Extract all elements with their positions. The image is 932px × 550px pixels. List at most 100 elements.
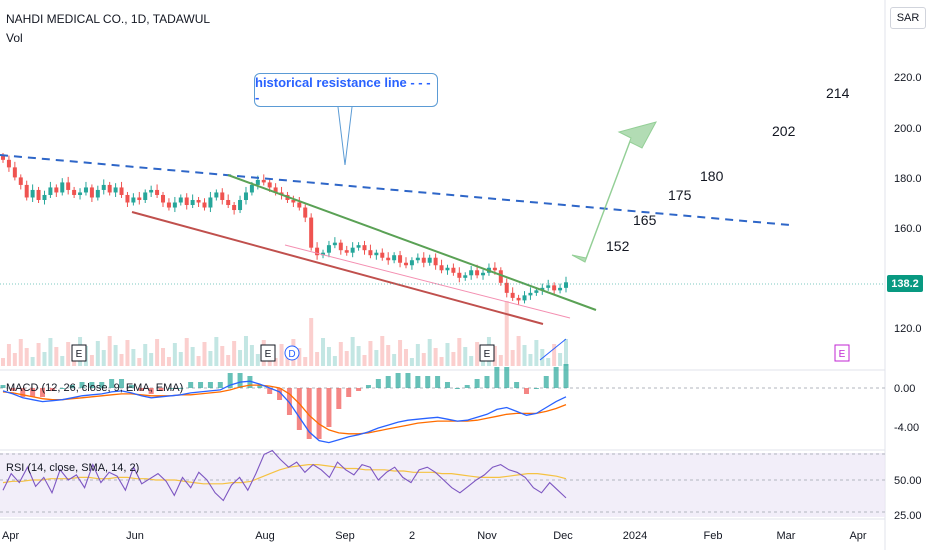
macd-histogram-bar [99,382,105,388]
candle-body [42,194,47,200]
macd-histogram-bar [405,373,411,388]
earnings-marker-letter: E [839,349,846,360]
volume-bar [184,338,189,366]
earnings-marker [479,344,495,362]
macd-histogram-bar [0,385,6,388]
volume-bar [534,340,539,366]
volume-bar [208,351,213,366]
volume-bar [125,340,130,366]
currency-button[interactable]: SAR [890,7,926,29]
candle-body [481,272,486,276]
volume-trend-line [539,338,567,361]
macd-histogram-bar [533,388,539,389]
volume-bar [433,348,438,366]
macd-histogram-bar [553,367,559,388]
volume-bar [469,356,474,366]
macd-line [2,380,567,444]
macd-histogram-bar [277,388,283,400]
macd-histogram-bar [346,388,352,397]
volume-bar [510,350,515,366]
candle-body [30,189,35,198]
volume-bar [374,350,379,366]
volume-bar [1,358,5,366]
candle-body [243,192,248,200]
candle-body [48,187,53,195]
candle-body [504,282,509,293]
candle-body [528,292,533,296]
volume-bar [232,341,237,366]
candle-body [522,295,527,301]
target-label: 180 [700,168,724,184]
volume-bar [137,358,142,366]
candle-body [54,187,59,193]
candle-body [172,202,177,208]
candle-body [469,270,474,276]
candle-body [362,245,367,251]
candle-body [475,270,480,276]
macd-histogram-bar [286,388,292,415]
candle-body [291,199,296,203]
candle-body [125,194,130,203]
volume-bar [113,345,118,366]
symbol-title: NAHDI MEDICAL CO., 1D, TADAWUL [6,12,211,26]
macd-histogram-bar [188,382,194,388]
candle-body [238,199,243,211]
macd-histogram-bar [128,385,134,388]
candle-body [119,187,124,195]
volume-bar [362,355,367,366]
candle-body [226,199,231,206]
candle-body [214,192,219,198]
target-label: 152 [606,238,630,254]
earnings-marker [834,344,850,362]
candle-body [72,189,77,195]
volume-bar [309,318,314,366]
volume-bar [279,344,284,366]
volume-bar [143,344,148,366]
candle-body [321,252,326,256]
candle-body [60,182,65,193]
last-price-badge: 138.2 [887,275,923,292]
macd-histogram-bar [395,373,401,388]
candle-body [303,207,308,218]
volume-bar [558,353,563,366]
candle-body [564,282,568,288]
candle-body [380,252,385,258]
candle-body [155,189,160,195]
macd-histogram-bar [267,388,273,394]
macd-title: MACD (12, 26, close, 9, EMA, EMA) [6,382,183,394]
macd-histogram-bar [474,379,480,388]
macd-histogram-bar [30,388,36,397]
price-tick-label: 180.0 [894,173,922,185]
candle-body [249,184,254,193]
candle-body [338,242,343,251]
upper-channel-line [227,174,597,311]
price-tick-label: 200.0 [894,123,922,135]
volume-bar [457,338,462,366]
macd-histogram-bar [109,379,115,388]
volume-bar [475,342,480,366]
candle-body [344,250,349,253]
candle-body [137,197,142,200]
candle-body [196,199,201,203]
candle-body [492,267,497,271]
volume-bar [315,352,320,366]
volume-bar [540,349,545,366]
candle-body [149,189,154,193]
volume-bar [356,346,361,366]
volume-bar [36,343,41,366]
macd-histogram-bar [385,376,391,388]
volume-bar [285,353,290,366]
macd-histogram-bar [415,376,421,388]
price-tick-label: 220.0 [894,72,922,84]
macd-histogram-bar [237,373,243,388]
candle-body [261,179,266,183]
volume-bar [42,352,47,366]
price-tick-label: 120.0 [894,323,922,335]
time-tick-label: Feb [704,530,723,542]
volume-bar [409,358,414,366]
volume-bar [552,344,557,366]
candle-body [95,189,100,198]
volume-bar [166,357,171,366]
volume-bar [445,343,450,366]
candle-body [403,262,408,266]
